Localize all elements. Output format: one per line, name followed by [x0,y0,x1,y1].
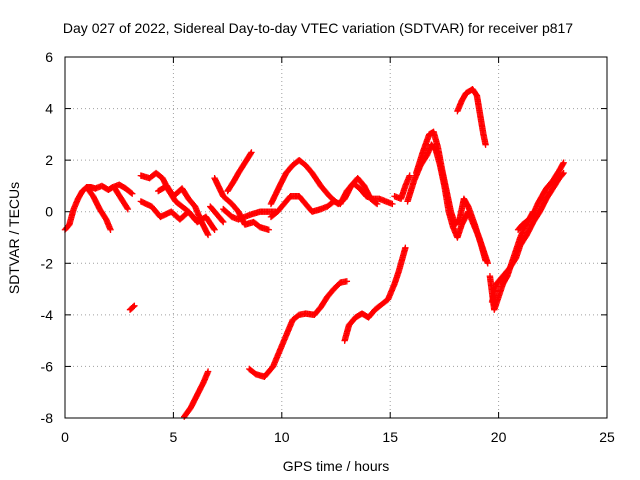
x-tick-label: 20 [491,429,507,445]
data-point [129,190,136,197]
x-axis-label: GPS time / hours [283,458,390,474]
data-point [124,205,132,213]
y-tick-label: 4 [45,101,53,117]
y-tick-label: -6 [41,358,54,374]
data-point [220,218,227,226]
y-tick-label: -2 [41,255,54,271]
x-tick-label: 5 [170,429,178,445]
data-point [130,303,137,310]
data-points [61,86,567,420]
data-point [265,226,272,233]
data-point [123,204,131,212]
x-tick-label: 0 [61,429,69,445]
grid-lines [65,57,607,418]
data-point [530,208,537,215]
plot-frame [64,56,608,419]
tick-labels: 0 5 10 15 20 25 -8 -6 -4 -2 0 2 4 6 [41,49,615,445]
data-point [210,225,218,232]
y-tick-label: 6 [45,49,53,65]
data-point [406,172,413,179]
y-axis-label: SDTVAR / TECUs [6,182,22,294]
data-point [560,159,567,166]
chart-title: Day 027 of 2022, Sidereal Day-to-day VTE… [63,20,573,36]
data-point [204,368,212,375]
data-point [372,199,380,207]
y-tick-label: 0 [45,204,53,220]
data-point [204,231,212,239]
data-point [482,141,489,148]
data-point [560,169,567,177]
y-tick-label: -8 [41,410,54,426]
data-point [482,257,489,264]
data-point [248,149,255,156]
data-point [131,302,138,310]
y-tick-label: -4 [41,307,54,323]
x-tick-label: 15 [382,429,398,445]
data-point [559,170,566,178]
data-point [219,217,226,225]
data-point [247,150,254,157]
y-tick-label: 2 [45,152,53,168]
data-point [211,226,218,233]
data-point [389,200,396,208]
x-tick-label: 10 [274,429,290,445]
data-point [127,189,135,197]
data-point [402,244,409,252]
x-tick-label: 25 [599,429,615,445]
data-point [107,226,114,233]
data-point [343,278,351,285]
